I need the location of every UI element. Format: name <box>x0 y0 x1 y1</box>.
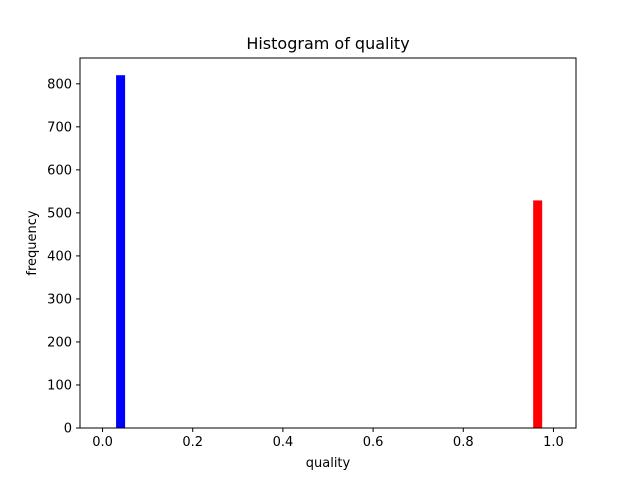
y-tick-label: 200 <box>47 335 72 350</box>
histogram-bar-0 <box>116 75 126 429</box>
x-tick-label: 0.2 <box>182 435 203 450</box>
chart-title: Histogram of quality <box>246 34 409 53</box>
x-axis-label: quality <box>306 456 351 471</box>
x-tick-label: 0.6 <box>363 435 384 450</box>
y-tick-label: 800 <box>47 77 72 92</box>
x-axis: 0.0 0.2 0.4 0.6 0.8 1.0 <box>92 428 564 450</box>
y-tick-label: 300 <box>47 292 72 307</box>
x-tick-label: 0.4 <box>273 435 294 450</box>
x-tick-label: 0.0 <box>92 435 113 450</box>
y-axis-label: frequency <box>25 210 40 276</box>
x-tick-label: 1.0 <box>543 435 564 450</box>
y-tick-label: 500 <box>47 206 72 221</box>
histogram-bar-1 <box>533 200 543 428</box>
x-tick-label: 0.8 <box>453 435 474 450</box>
y-tick-label: 600 <box>47 163 72 178</box>
y-axis: 0 100 200 300 400 500 600 700 800 <box>47 77 80 437</box>
y-tick-label: 400 <box>47 249 72 264</box>
bars-layer <box>116 75 543 429</box>
plot-frame <box>79 57 577 429</box>
y-tick-label: 700 <box>47 120 72 135</box>
y-tick-label: 0 <box>64 422 72 437</box>
y-tick-label: 100 <box>47 378 72 393</box>
